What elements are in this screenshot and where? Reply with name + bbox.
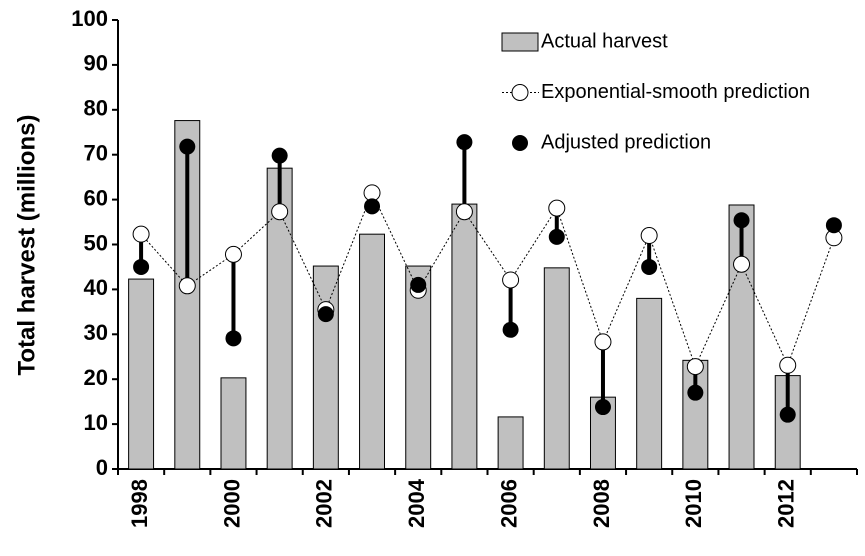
y-tick-label: 70 bbox=[84, 141, 108, 166]
legend-label: Adjusted prediction bbox=[541, 131, 711, 153]
adjusted-marker bbox=[825, 217, 842, 234]
adjusted-marker bbox=[179, 138, 196, 155]
legend-marker bbox=[511, 84, 529, 101]
bar bbox=[312, 265, 339, 470]
adjusted-marker bbox=[594, 399, 611, 416]
adjusted-marker bbox=[364, 198, 381, 215]
bar bbox=[451, 203, 478, 470]
prediction-marker bbox=[502, 271, 520, 289]
x-tick-label: 2012 bbox=[774, 479, 799, 528]
y-tick-label: 10 bbox=[84, 410, 108, 435]
prediction-marker bbox=[686, 358, 704, 376]
x-tick-label: 2000 bbox=[219, 479, 244, 528]
adjusted-marker bbox=[641, 258, 658, 275]
prediction-marker bbox=[733, 255, 751, 273]
adjusted-marker bbox=[733, 212, 750, 229]
bar bbox=[220, 377, 247, 470]
y-tick-label: 90 bbox=[84, 51, 108, 76]
adjusted-marker bbox=[687, 384, 704, 401]
y-tick-label: 50 bbox=[84, 230, 108, 255]
legend-swatch bbox=[501, 32, 539, 52]
prediction-line bbox=[140, 191, 835, 368]
adjusted-marker bbox=[271, 147, 288, 164]
bar bbox=[636, 297, 663, 470]
x-tick-label: 2002 bbox=[312, 479, 337, 528]
bar bbox=[405, 265, 432, 470]
x-tick-label: 2010 bbox=[681, 479, 706, 528]
prediction-marker bbox=[779, 356, 797, 374]
prediction-marker bbox=[271, 203, 289, 221]
legend-label: Actual harvest bbox=[541, 30, 668, 52]
bar bbox=[543, 267, 570, 470]
y-tick-label: 30 bbox=[84, 320, 108, 345]
adjusted-marker bbox=[779, 406, 796, 423]
prediction-marker bbox=[178, 277, 196, 295]
bar bbox=[128, 278, 155, 470]
x-tick-label: 1998 bbox=[127, 479, 152, 528]
y-axis-label: Total harvest (millions) bbox=[13, 115, 40, 376]
prediction-marker bbox=[594, 333, 612, 351]
legend-label: Exponential-smooth prediction bbox=[541, 81, 810, 103]
y-tick-label: 80 bbox=[84, 96, 108, 121]
x-tick-label: 2006 bbox=[496, 479, 521, 528]
adjusted-marker bbox=[410, 276, 427, 293]
prediction-marker bbox=[224, 245, 242, 263]
adjusted-marker bbox=[456, 134, 473, 151]
x-tick-label: 2008 bbox=[589, 479, 614, 528]
adjusted-marker bbox=[225, 330, 242, 347]
y-tick-label: 0 bbox=[96, 455, 108, 480]
y-tick-label: 20 bbox=[84, 365, 108, 390]
adjusted-marker bbox=[317, 306, 334, 323]
y-tick-label: 100 bbox=[71, 6, 108, 31]
x-tick-label: 2004 bbox=[404, 478, 429, 528]
prediction-marker bbox=[640, 227, 658, 245]
adjusted-marker bbox=[133, 258, 150, 275]
prediction-marker bbox=[455, 203, 473, 221]
y-tick-label: 40 bbox=[84, 275, 108, 300]
bar bbox=[497, 416, 524, 470]
legend-marker bbox=[512, 135, 528, 151]
prediction-marker bbox=[548, 199, 566, 217]
adjusted-marker bbox=[502, 321, 519, 338]
adjusted-marker bbox=[548, 228, 565, 245]
bar bbox=[359, 233, 386, 470]
y-tick-label: 60 bbox=[84, 185, 108, 210]
prediction-marker bbox=[132, 225, 150, 243]
